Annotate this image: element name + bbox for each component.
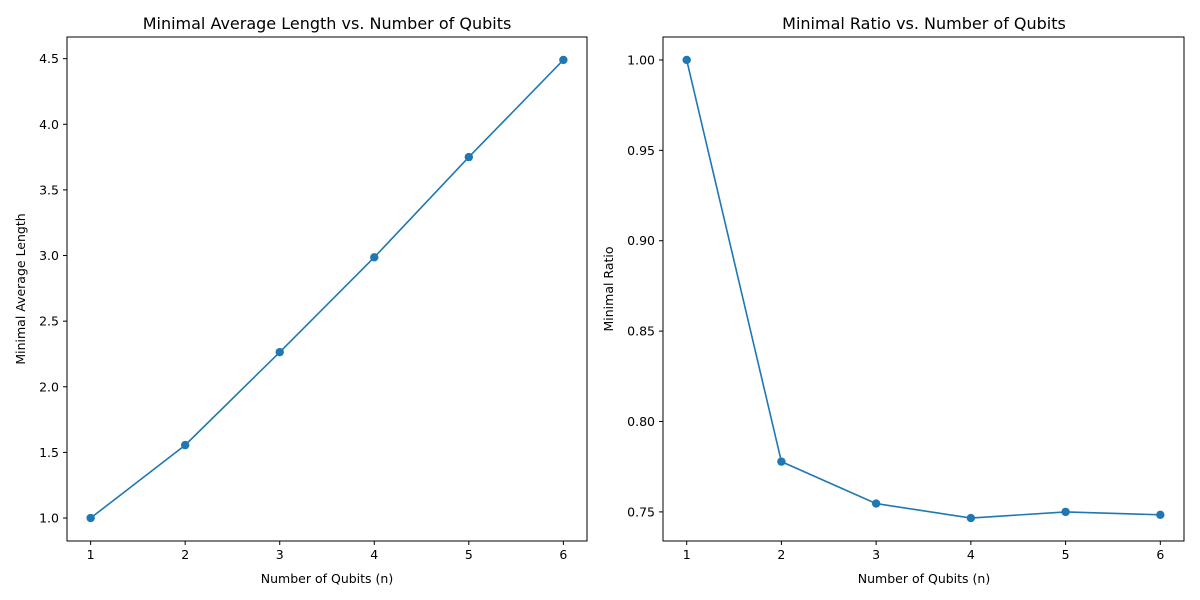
y-tick-label: 3.0 [39,248,59,263]
x-tick-label: 5 [465,547,473,562]
x-axis-label: Number of Qubits (n) [261,571,393,586]
chart-panel-average-length: Minimal Average Length vs. Number of Qub… [13,14,588,586]
x-tick-label: 4 [370,547,378,562]
x-tick-label: 1 [87,547,95,562]
series-line [90,59,564,519]
data-point [871,499,881,508]
y-tick-label: 0.85 [627,324,655,339]
data-point [464,152,474,162]
x-tick-label: 3 [276,547,284,562]
plot-frame [66,36,588,542]
x-axis-label: Number of Qubits (n) [858,571,990,586]
x-tick-label: 2 [181,547,189,562]
y-tick-label: 0.95 [627,143,655,158]
y-tick-label: 2.5 [39,314,59,329]
y-axis-label: Minimal Average Length [13,213,28,364]
y-tick-label: 4.0 [39,117,59,132]
data-point [559,55,568,65]
x-tick-label: 6 [559,547,567,562]
data-point [275,347,284,357]
plot-frame [662,36,1185,542]
x-tick-label: 2 [777,547,785,562]
data-point [682,55,691,65]
x-tick-label: 6 [1156,547,1164,562]
x-tick-label: 1 [683,547,691,562]
data-point [370,253,379,262]
y-tick-label: 4.5 [39,51,59,66]
series-line [685,59,1161,519]
x-tick-label: 3 [872,547,880,562]
y-tick-label: 1.00 [627,52,655,67]
y-tick-label: 0.80 [627,414,655,429]
chart-title: Minimal Ratio vs. Number of Qubits [782,14,1066,33]
y-tick-label: 3.5 [39,182,59,197]
y-tick-label: 2.0 [39,379,59,394]
tick-group: 1 2 3 4 5 6 0.75 0.80 0.85 0.90 0.95 1.00 [627,52,1164,562]
data-point [180,440,190,450]
tick-group: 1 2 3 4 5 6 1.0 1.5 2.0 2.5 3.0 3.5 4.0 4.5 [39,51,567,562]
x-tick-label: 4 [967,547,975,562]
y-tick-label: 1.0 [39,511,59,526]
y-tick-label: 0.90 [627,233,655,248]
y-axis-label: Minimal Ratio [601,246,616,331]
data-point [86,513,95,523]
chart-title: Minimal Average Length vs. Number of Qub… [143,14,512,33]
data-point [966,513,976,523]
x-tick-label: 5 [1062,547,1070,562]
data-point [1061,507,1070,517]
data-point [777,457,786,466]
y-tick-label: 0.75 [627,504,655,519]
chart-panel-ratio: Minimal Ratio vs. Number of Qubits Numbe… [601,14,1185,586]
y-tick-label: 1.5 [39,445,59,460]
series-group [682,55,1165,523]
data-point [1156,510,1165,519]
series-group [86,55,568,523]
